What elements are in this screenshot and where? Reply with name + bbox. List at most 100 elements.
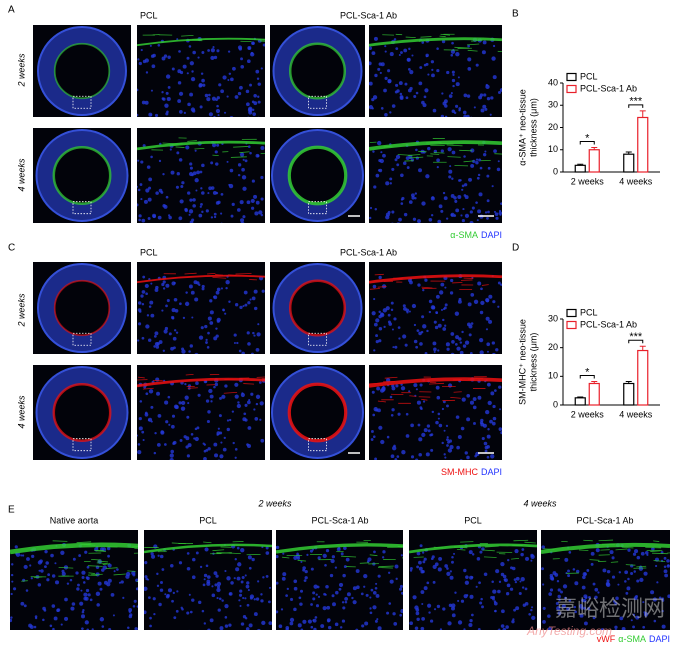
nucleus — [164, 326, 169, 331]
nucleus — [75, 571, 79, 575]
nucleus — [485, 328, 489, 331]
nucleus — [392, 462, 394, 464]
nucleus — [239, 85, 243, 90]
nucleus — [498, 427, 502, 431]
nucleus — [627, 577, 630, 581]
nucleus — [541, 545, 546, 549]
nucleus — [51, 574, 56, 578]
nucleus — [460, 426, 465, 431]
nucleus — [466, 594, 469, 597]
nucleus — [467, 57, 472, 62]
nucleus — [216, 581, 222, 586]
nucleus — [218, 356, 222, 360]
nucleus — [493, 600, 497, 603]
nucleus — [202, 442, 205, 445]
error-bar — [639, 110, 646, 118]
nucleus — [221, 599, 224, 602]
error-bar — [639, 345, 646, 351]
nucleus — [556, 579, 560, 583]
nucleus — [635, 615, 640, 620]
roi-box — [72, 201, 92, 215]
nucleus — [228, 183, 231, 186]
nucleus — [166, 96, 171, 102]
nucleus — [215, 108, 221, 114]
nucleus — [82, 608, 85, 612]
nucleus — [207, 629, 211, 630]
nucleus — [144, 58, 149, 63]
nucleus — [196, 426, 200, 430]
nucleus — [450, 278, 454, 283]
nucleus — [382, 308, 388, 313]
nucleus — [209, 299, 213, 303]
panel-label: D — [512, 243, 519, 254]
nucleus — [400, 386, 406, 391]
nucleus — [431, 410, 435, 414]
y-tick-label: 0 — [553, 399, 558, 409]
nucleus — [486, 174, 490, 178]
nucleus — [428, 611, 431, 614]
fiber — [105, 567, 118, 570]
nucleus — [371, 51, 376, 56]
nucleus — [220, 287, 223, 290]
nucleus — [361, 624, 365, 628]
nucleus — [441, 92, 444, 95]
nucleus — [172, 336, 177, 341]
nucleus — [372, 150, 375, 153]
nucleus — [455, 52, 460, 57]
nucleus — [148, 112, 153, 117]
nucleus — [340, 552, 344, 556]
nucleus — [167, 588, 173, 593]
micrograph-content — [33, 262, 131, 354]
nucleus — [154, 224, 156, 226]
nucleus — [425, 55, 428, 58]
nucleus — [201, 163, 205, 168]
nucleus — [489, 113, 492, 116]
nucleus — [145, 324, 150, 329]
fiber — [203, 541, 212, 544]
nucleus — [138, 426, 143, 431]
nucleus — [186, 72, 189, 75]
nucleus — [171, 599, 174, 603]
nucleus — [402, 334, 407, 339]
nucleus — [449, 291, 454, 295]
surface-layer — [276, 543, 403, 554]
nucleus — [220, 212, 223, 215]
nucleus — [173, 297, 178, 302]
nucleus — [304, 576, 308, 580]
nucleus — [502, 574, 507, 579]
nucleus — [244, 597, 247, 600]
nucleus — [400, 591, 403, 595]
nucleus — [370, 588, 374, 592]
nucleus — [340, 631, 344, 635]
nucleus — [466, 393, 471, 398]
nucleus — [467, 44, 471, 48]
nucleus — [259, 633, 262, 636]
nucleus — [77, 583, 80, 587]
nucleus — [47, 573, 51, 577]
nucleus — [514, 580, 518, 584]
nucleus — [253, 334, 256, 337]
nucleus — [149, 624, 152, 628]
fiber — [420, 36, 432, 38]
nucleus — [522, 603, 527, 607]
nucleus — [402, 161, 407, 166]
nucleus — [152, 214, 156, 219]
nucleus — [496, 167, 501, 172]
nucleus — [583, 621, 588, 626]
nucleus — [447, 147, 452, 152]
nucleus — [437, 412, 441, 416]
nucleus — [511, 619, 515, 624]
nucleus — [419, 544, 423, 548]
y-tick-label: 30 — [548, 100, 558, 110]
nucleus — [653, 619, 657, 623]
nucleus — [230, 581, 234, 585]
fiber — [212, 549, 225, 552]
nucleus — [199, 205, 202, 208]
micrograph-content — [369, 128, 502, 223]
roi-box — [308, 95, 327, 109]
nucleus — [636, 555, 641, 560]
surface-layer — [10, 542, 138, 555]
nucleus — [175, 118, 179, 122]
nucleus — [217, 608, 221, 612]
nucleus — [580, 606, 584, 610]
